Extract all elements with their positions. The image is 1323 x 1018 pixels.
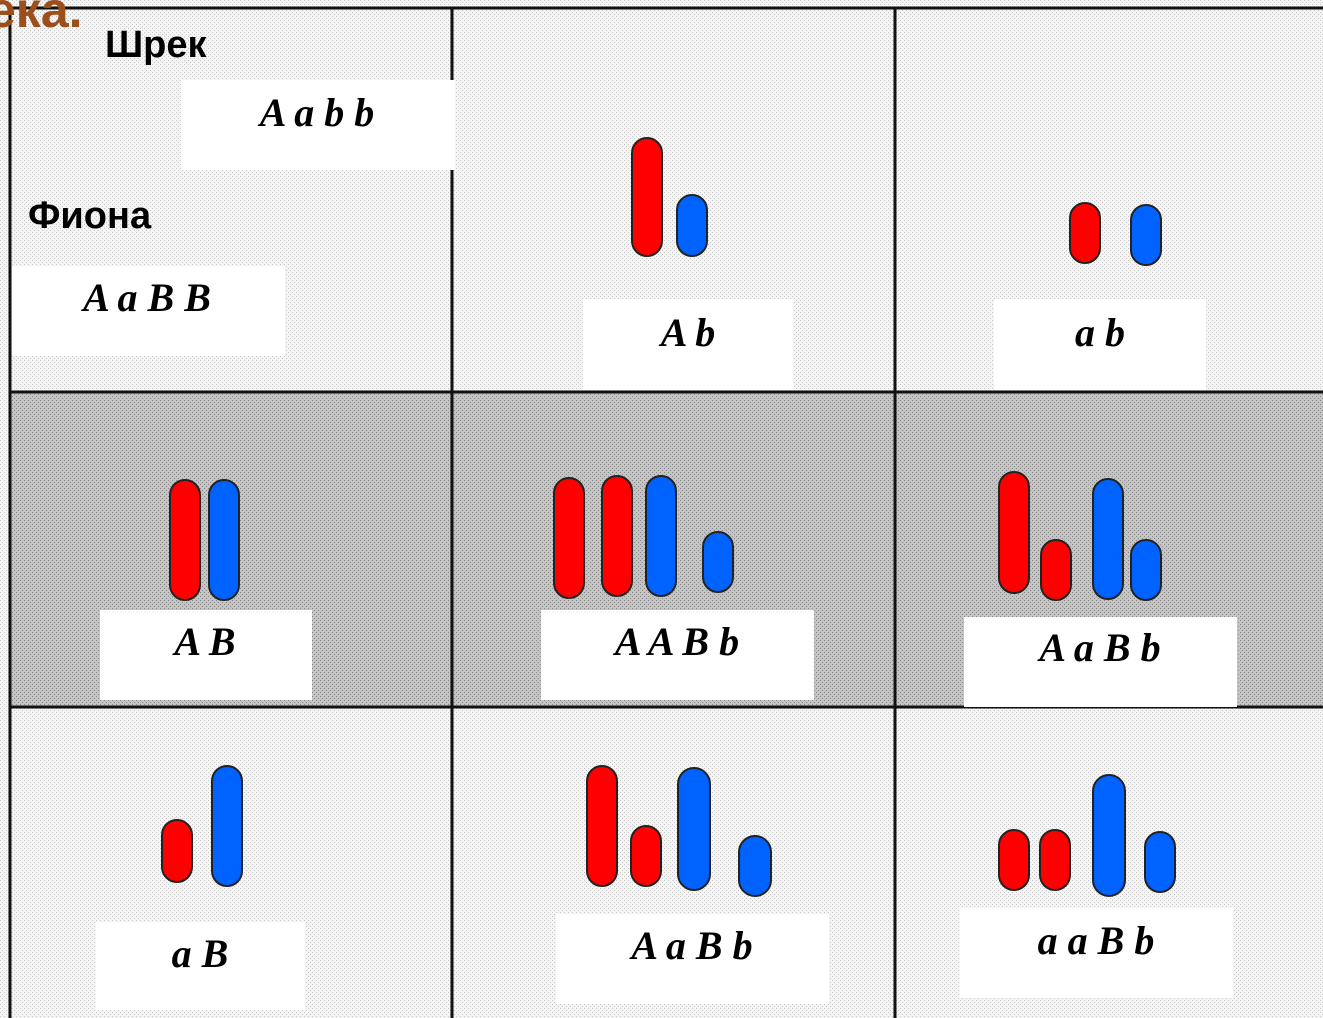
row-gamete: A B [171,619,235,664]
chromosomes [161,765,243,887]
offspring-genotype: A A B b [612,619,739,664]
mother-name: Фиона [28,195,152,237]
offspring-genotype: a a B b [1038,918,1155,963]
column-gamete: a b [1075,310,1125,355]
mother-genotype: A a B B [80,275,211,320]
column-gamete: A b [658,310,715,355]
label-box [181,80,455,170]
chromosomes [586,765,772,897]
chromosomes [631,137,708,257]
father-genotype: A a b b [257,90,374,135]
label-box [12,266,285,356]
label-box [100,610,312,700]
chromosomes [998,471,1162,601]
label-box [96,922,305,1010]
chromosomes [998,774,1176,897]
row-gamete: a B [172,931,229,976]
chromosomes [1069,202,1162,266]
chromosomes [169,479,240,601]
label-box [541,610,814,700]
label-box [556,914,829,1004]
label-box [964,617,1237,707]
offspring-genotype: A a B b [628,923,752,968]
father-name: Шрек [105,24,208,66]
label-box [583,299,793,390]
offspring-genotype: A a B b [1036,625,1160,670]
chromosomes [553,475,734,599]
title-fragment: ека. [0,0,83,38]
label-box [960,908,1233,998]
label-box [994,299,1206,390]
